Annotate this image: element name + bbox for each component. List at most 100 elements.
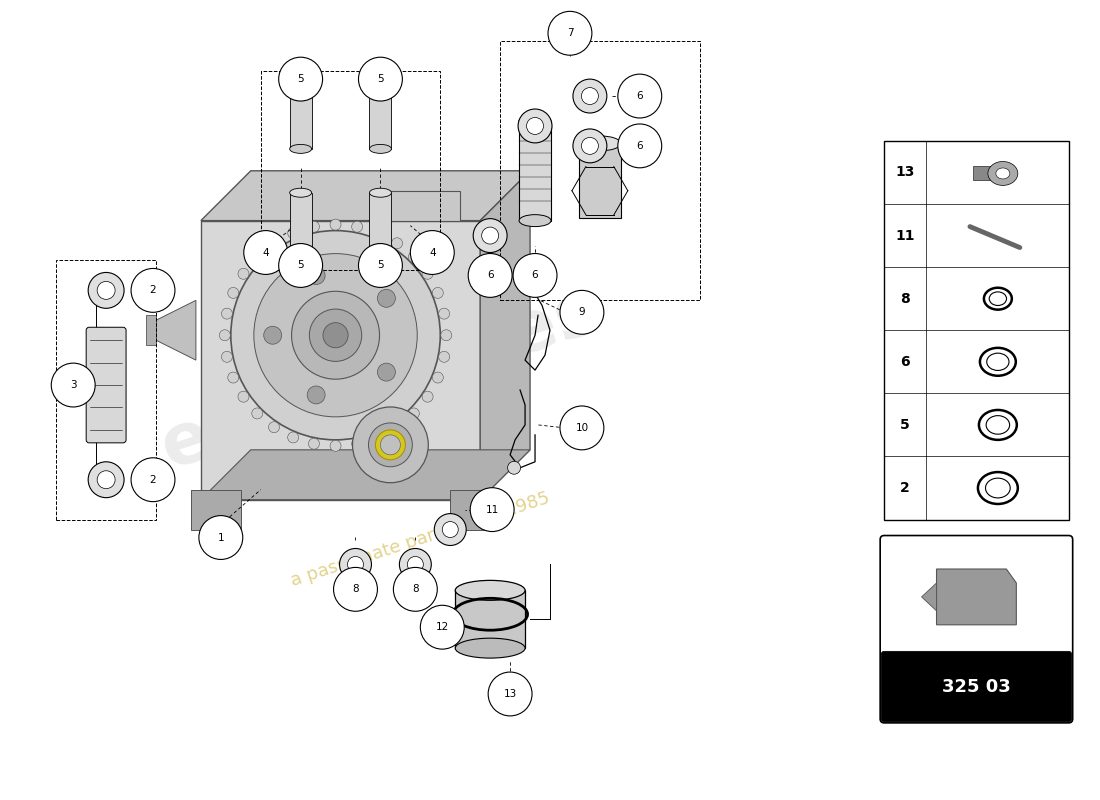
Circle shape (352, 222, 363, 232)
Bar (500, 42, 700, 300)
Circle shape (292, 291, 379, 379)
Circle shape (373, 227, 384, 238)
Ellipse shape (370, 144, 392, 154)
Circle shape (307, 386, 326, 404)
Circle shape (352, 407, 428, 482)
Ellipse shape (289, 244, 311, 253)
Ellipse shape (289, 89, 311, 98)
Ellipse shape (434, 514, 466, 546)
Polygon shape (201, 170, 530, 221)
Text: 2: 2 (900, 481, 910, 495)
Ellipse shape (579, 136, 620, 151)
Text: eurospares: eurospares (153, 277, 608, 483)
Circle shape (52, 363, 96, 407)
Text: 325 03: 325 03 (942, 678, 1011, 696)
Circle shape (288, 432, 299, 443)
Circle shape (131, 458, 175, 502)
Circle shape (492, 676, 528, 712)
Text: 5: 5 (377, 74, 384, 84)
Bar (884, 141, 1069, 519)
Text: 8: 8 (412, 584, 419, 594)
Text: 5: 5 (297, 261, 304, 270)
Bar (455, 590, 525, 648)
Circle shape (470, 488, 514, 531)
Bar (519, 121, 551, 221)
Circle shape (381, 435, 400, 455)
Circle shape (439, 308, 450, 319)
Circle shape (228, 372, 239, 383)
Circle shape (238, 391, 249, 402)
Polygon shape (156, 300, 196, 360)
Ellipse shape (988, 162, 1018, 186)
Bar (56, 261, 156, 519)
Text: 3: 3 (70, 380, 77, 390)
Circle shape (308, 438, 319, 449)
Text: 13: 13 (895, 166, 915, 179)
Text: a passionate parts since 1985: a passionate parts since 1985 (288, 489, 552, 590)
Circle shape (323, 322, 348, 348)
Text: 2: 2 (150, 474, 156, 485)
Bar (289, 93, 311, 149)
Circle shape (560, 290, 604, 334)
Circle shape (254, 254, 417, 417)
Text: 12: 12 (436, 622, 449, 632)
Bar (579, 143, 620, 218)
Circle shape (131, 269, 175, 312)
Bar (261, 71, 440, 270)
Text: 6: 6 (637, 141, 644, 151)
Circle shape (408, 408, 419, 419)
Circle shape (432, 287, 443, 298)
Ellipse shape (582, 87, 598, 105)
Polygon shape (936, 569, 1016, 625)
Text: 11: 11 (895, 229, 915, 242)
Circle shape (238, 268, 249, 279)
Polygon shape (201, 221, 481, 500)
Circle shape (408, 251, 419, 262)
Circle shape (244, 230, 288, 274)
Ellipse shape (340, 549, 372, 580)
Circle shape (439, 351, 450, 362)
Circle shape (352, 438, 363, 449)
Bar (370, 193, 392, 249)
Ellipse shape (88, 462, 124, 498)
Circle shape (618, 124, 662, 168)
Text: 1: 1 (218, 533, 224, 542)
Ellipse shape (370, 89, 392, 98)
Polygon shape (481, 170, 530, 500)
Circle shape (333, 567, 377, 611)
Ellipse shape (473, 218, 507, 253)
Ellipse shape (407, 557, 424, 572)
Text: 4: 4 (263, 247, 270, 258)
Ellipse shape (348, 557, 363, 572)
Ellipse shape (88, 273, 124, 308)
Polygon shape (146, 315, 156, 345)
Circle shape (278, 57, 322, 101)
Bar (972, 166, 991, 181)
FancyBboxPatch shape (86, 327, 126, 443)
Ellipse shape (289, 188, 311, 198)
Ellipse shape (375, 430, 406, 460)
Ellipse shape (399, 549, 431, 580)
Ellipse shape (289, 144, 311, 154)
Circle shape (231, 230, 440, 440)
Circle shape (221, 308, 232, 319)
Circle shape (410, 230, 454, 274)
Text: 2: 2 (150, 286, 156, 295)
Ellipse shape (370, 188, 392, 198)
Circle shape (560, 406, 604, 450)
Ellipse shape (519, 214, 551, 226)
Polygon shape (381, 190, 460, 221)
Circle shape (502, 686, 518, 702)
FancyBboxPatch shape (881, 651, 1071, 722)
Ellipse shape (455, 580, 525, 600)
Circle shape (359, 57, 403, 101)
FancyBboxPatch shape (880, 535, 1072, 723)
Bar (370, 93, 392, 149)
Polygon shape (191, 490, 241, 530)
Ellipse shape (996, 168, 1010, 179)
Text: 8: 8 (352, 584, 359, 594)
Text: 9: 9 (579, 307, 585, 318)
Text: 8: 8 (900, 292, 910, 306)
Circle shape (268, 238, 279, 249)
Circle shape (199, 515, 243, 559)
